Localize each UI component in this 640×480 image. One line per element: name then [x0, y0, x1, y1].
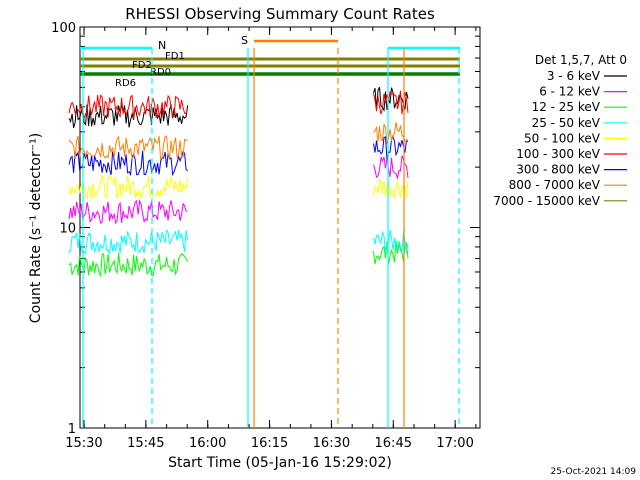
x-tick-label: 16:15	[251, 436, 288, 451]
flag-label: FD2	[132, 60, 152, 71]
series-line	[68, 94, 189, 120]
y-tick-label: 10	[59, 222, 76, 237]
series-line	[373, 155, 409, 180]
x-axis-label: Start Time (05-Jan-16 15:29:02)	[168, 455, 392, 471]
legend-header: Det 1,5,7, Att 0	[535, 53, 627, 67]
series-line	[68, 252, 189, 278]
series-line	[68, 229, 189, 255]
plot-frame	[79, 26, 481, 429]
y-axis-label: Count Rate (s⁻¹ detector⁻¹)	[28, 133, 44, 323]
series-line	[373, 240, 409, 265]
series-line	[373, 90, 409, 115]
flag-label: RD6	[115, 78, 136, 89]
x-tick-label: 15:30	[65, 436, 102, 451]
series-line	[373, 122, 409, 144]
chart-title: RHESSI Observing Summary Count Rates	[125, 5, 435, 23]
series-line	[68, 173, 189, 200]
flag-label: RD0	[150, 67, 171, 78]
flag-label: S	[241, 34, 248, 47]
series-line	[373, 178, 409, 199]
flag-label: FD1	[165, 51, 185, 62]
series-line	[68, 135, 188, 162]
series-line	[68, 103, 189, 129]
legend-label: 300 - 800 keV	[516, 163, 600, 177]
x-tick-label: 15:45	[127, 436, 164, 451]
legend-label: 50 - 100 keV	[524, 131, 601, 145]
footer-date: 25-Oct-2021 14:09	[551, 467, 637, 477]
legend-label: 25 - 50 keV	[532, 116, 601, 130]
series-line	[68, 150, 188, 177]
series-line	[373, 229, 409, 254]
legend-label: 3 - 6 keV	[547, 69, 601, 83]
legend-label: 800 - 7000 keV	[509, 178, 601, 192]
x-tick-label: 16:30	[313, 436, 350, 451]
y-tick-label: 100	[51, 21, 76, 36]
x-tick-label: 16:45	[375, 436, 412, 451]
y-tick-label: 1	[68, 422, 76, 437]
legend-label: 6 - 12 keV	[539, 85, 601, 99]
series-line	[68, 198, 188, 225]
legend-label: 7000 - 15000 keV	[493, 194, 600, 208]
series-line	[373, 86, 409, 112]
x-tick-label: 16:00	[189, 436, 226, 451]
x-tick-label: 17:00	[436, 436, 473, 451]
flag-label: N	[158, 39, 166, 52]
series-line	[373, 134, 409, 160]
legend-label: 100 - 300 keV	[516, 147, 600, 161]
legend-label: 12 - 25 keV	[532, 100, 601, 114]
